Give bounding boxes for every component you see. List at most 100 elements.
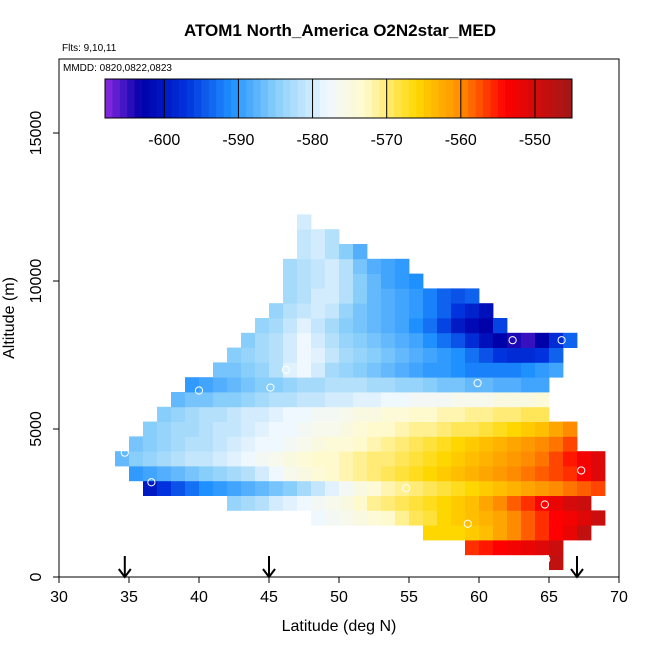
heatmap-cell [409, 406, 424, 422]
heatmap-cell [465, 525, 480, 541]
heatmap-cell [451, 510, 466, 526]
heatmap-cell [325, 480, 340, 496]
heatmap-cell [367, 288, 382, 304]
heatmap-cell [465, 347, 480, 363]
heatmap-cell [423, 421, 438, 437]
sample-marker [473, 379, 482, 388]
heatmap-cell [521, 480, 536, 496]
x-tick-label: 35 [120, 589, 138, 606]
colorbar-segment [105, 79, 113, 118]
heatmap-cell [311, 303, 326, 319]
heatmap-cell [283, 318, 298, 334]
heatmap-cell [521, 421, 536, 437]
heatmap-cell [423, 466, 438, 482]
heatmap-cell [311, 436, 326, 452]
heatmap-cell [395, 347, 410, 363]
heatmap-cell [213, 466, 228, 482]
heatmap-cell [395, 332, 410, 348]
colorbar-segment [423, 79, 432, 118]
heatmap-cell [311, 332, 326, 348]
heatmap-cell [465, 495, 480, 511]
heatmap-cell [227, 466, 242, 482]
colorbar-segment [357, 79, 365, 118]
heatmap-cell [241, 480, 256, 496]
heatmap-cell [241, 406, 256, 422]
heatmap-cell [437, 451, 452, 467]
heatmap-cell [423, 510, 438, 526]
heatmap-cell [423, 332, 438, 348]
colorbar-tick-label: -600 [148, 132, 180, 149]
heatmap-cell [171, 392, 186, 408]
sample-marker [542, 555, 551, 564]
colorbar-segment [238, 79, 247, 118]
x-tick-label: 30 [50, 589, 68, 606]
heatmap-cell [465, 392, 480, 408]
heatmap-cell [549, 347, 564, 363]
heatmap-cell [227, 495, 242, 511]
heatmap-cell [395, 303, 410, 319]
heatmap-cell [115, 451, 130, 467]
heatmap-cell [311, 377, 326, 393]
heatmap-cell [311, 347, 326, 363]
heatmap-cell [591, 510, 606, 526]
colorbar-frame [104, 78, 573, 119]
heatmap-cell [437, 347, 452, 363]
heatmap-cell [199, 406, 214, 422]
heatmap-cell [507, 466, 522, 482]
colorbar-segment [438, 79, 447, 118]
heatmap-cell [255, 377, 270, 393]
heatmap-cell [591, 466, 606, 482]
heatmap-cell [213, 406, 228, 422]
heatmap-cell [507, 362, 522, 378]
heatmap-cell [465, 362, 480, 378]
heatmap-cell [241, 436, 256, 452]
colorbar-segment [557, 79, 566, 118]
heatmap-cell [535, 540, 550, 556]
heatmap-cell [129, 436, 144, 452]
colorbar-tick-label: -590 [222, 132, 254, 149]
heatmap-cell [325, 466, 340, 482]
heatmap-cell [297, 214, 312, 230]
heatmap-cell [339, 377, 354, 393]
heatmap-cell [325, 229, 340, 245]
heatmap-cell [367, 377, 382, 393]
heatmap-cell [465, 406, 480, 422]
heatmap-cell [325, 347, 340, 363]
heatmap-cell [353, 377, 368, 393]
heatmap-cell [297, 480, 312, 496]
heatmap-cell [339, 406, 354, 422]
heatmap-cell [381, 273, 396, 289]
colorbar-segment [312, 79, 321, 118]
heatmap-cell [437, 406, 452, 422]
heatmap-cell [549, 332, 564, 348]
heatmap-cell [325, 436, 340, 452]
colorbar-segment [290, 79, 299, 118]
colorbar-segment [119, 79, 128, 118]
heatmap-cell [479, 451, 494, 467]
colorbar-segment [319, 79, 328, 118]
heatmap-cell [451, 421, 466, 437]
heatmap-cell [269, 318, 284, 334]
colorbar-segment [483, 79, 491, 118]
heatmap-cell [409, 510, 424, 526]
colorbar-segment [171, 79, 180, 118]
heatmap-cell [185, 480, 200, 496]
heatmap-cell [507, 377, 522, 393]
heatmap-cell [493, 392, 508, 408]
heatmap-cell [339, 451, 354, 467]
heatmap-cell [395, 392, 410, 408]
heatmap-cell [255, 332, 270, 348]
colorbar-segment [179, 79, 188, 118]
heatmap-cell [591, 480, 606, 496]
heatmap-cell [451, 436, 466, 452]
heatmap-cell [283, 303, 298, 319]
heatmap-cell [269, 362, 284, 378]
heatmap-cell [255, 466, 270, 482]
heatmap-cell [339, 318, 354, 334]
heatmap-cell [409, 288, 424, 304]
heatmap-cell [283, 436, 298, 452]
heatmap-cells [115, 214, 606, 570]
colorbar-segment [334, 79, 343, 118]
colorbar-segment [416, 79, 425, 118]
heatmap-cell [297, 466, 312, 482]
